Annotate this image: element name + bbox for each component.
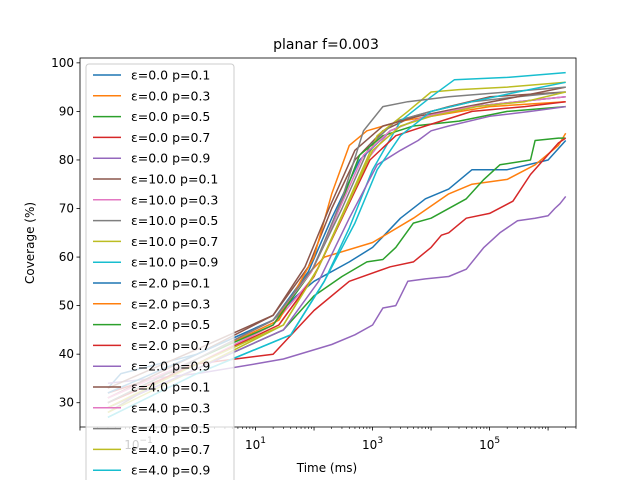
legend-box bbox=[85, 63, 235, 480]
legend-label: ε=0.0 p=0.3 bbox=[131, 88, 210, 103]
legend-label: ε=10.0 p=0.7 bbox=[131, 234, 218, 249]
legend-label: ε=0.0 p=0.5 bbox=[131, 109, 210, 124]
x-tick-exponent: 5 bbox=[494, 436, 500, 446]
legend-label: ε=10.0 p=0.9 bbox=[131, 255, 218, 270]
legend-label: ε=4.0 p=0.7 bbox=[131, 442, 210, 457]
y-axis: 30 40 50 60 70 80 90 100 bbox=[51, 56, 80, 410]
legend-label: ε=4.0 p=0.5 bbox=[131, 421, 210, 436]
x-tick-base: 10 bbox=[362, 438, 377, 452]
y-tick-label: 30 bbox=[59, 396, 74, 410]
plot-frame bbox=[79, 57, 577, 428]
legend-label: ε=10.0 p=0.1 bbox=[131, 172, 218, 187]
series-line-14 bbox=[107, 105, 566, 409]
legend-label: ε=10.0 p=0.5 bbox=[131, 213, 218, 228]
y-tick-label: 80 bbox=[59, 153, 74, 167]
y-tick-label: 40 bbox=[59, 347, 74, 361]
series-line-11 bbox=[107, 100, 566, 399]
legend-label: ε=2.0 p=0.9 bbox=[131, 359, 210, 374]
legend-label: ε=0.0 p=0.1 bbox=[131, 68, 210, 83]
series-line-17 bbox=[107, 86, 566, 404]
series-line-2 bbox=[107, 137, 566, 409]
legend-label: ε=2.0 p=0.7 bbox=[131, 338, 210, 353]
x-tick-base: 10 bbox=[245, 438, 260, 452]
y-tick-label: 60 bbox=[59, 250, 74, 264]
legend-label: ε=0.0 p=0.9 bbox=[131, 151, 210, 166]
series-line-12 bbox=[107, 105, 566, 404]
legend-label: ε=2.0 p=0.1 bbox=[131, 276, 210, 291]
chart-title: planar f=0.003 bbox=[273, 37, 379, 53]
x-tick-exponent: 1 bbox=[260, 436, 266, 446]
legend: ε=0.0 p=0.1 ε=0.0 p=0.3 ε=0.0 p=0.5 ε=0.0 p… bbox=[85, 63, 235, 480]
x-tick-label: 103 bbox=[362, 436, 383, 452]
series-line-15 bbox=[107, 86, 566, 389]
legend-label: ε=2.0 p=0.3 bbox=[131, 296, 210, 311]
y-tick-label: 100 bbox=[51, 56, 74, 70]
y-tick-label: 90 bbox=[59, 104, 74, 118]
series-layer bbox=[107, 71, 567, 418]
series-line-13 bbox=[107, 100, 566, 404]
series-line-4 bbox=[107, 195, 567, 385]
series-line-3 bbox=[107, 137, 567, 394]
y-tick-label: 70 bbox=[59, 202, 74, 216]
x-tick-label: 105 bbox=[479, 436, 500, 452]
legend-label: ε=4.0 p=0.1 bbox=[131, 380, 210, 395]
x-axis-label: Time (ms) bbox=[296, 461, 358, 475]
legend-label: ε=10.0 p=0.3 bbox=[131, 192, 218, 207]
x-tick-label: 101 bbox=[245, 436, 266, 452]
legend-label: ε=4.0 p=0.9 bbox=[131, 463, 210, 478]
y-tick-label: 50 bbox=[59, 299, 74, 313]
series-line-8 bbox=[107, 81, 566, 414]
legend-label: ε=2.0 p=0.5 bbox=[131, 317, 210, 332]
legend-label: ε=4.0 p=0.3 bbox=[131, 400, 210, 415]
series-line-19 bbox=[107, 81, 566, 418]
x-tick-base: 10 bbox=[479, 438, 494, 452]
y-axis-label: Coverage (%) bbox=[23, 202, 37, 284]
legend-label: ε=0.0 p=0.7 bbox=[131, 130, 210, 145]
series-line-18 bbox=[107, 91, 566, 409]
x-tick-exponent: 3 bbox=[377, 436, 383, 446]
